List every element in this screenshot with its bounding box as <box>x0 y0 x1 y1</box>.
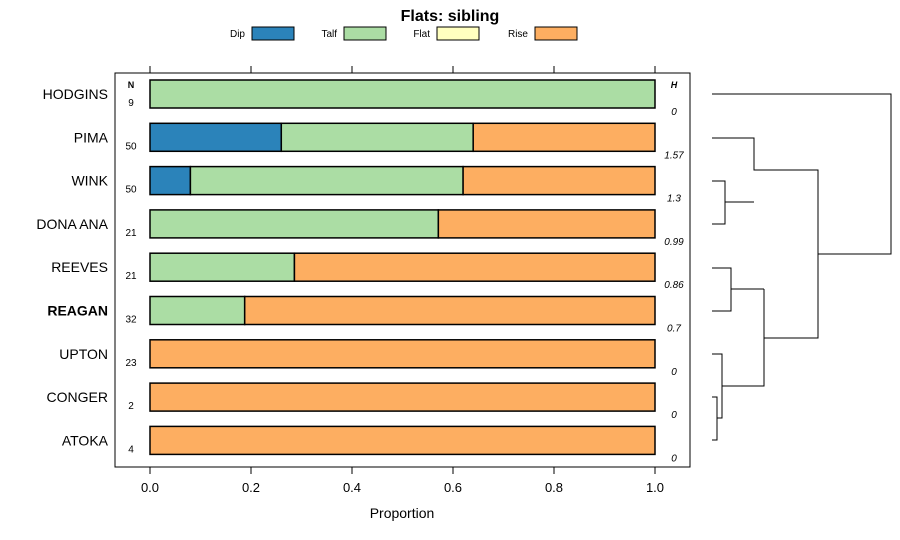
bar-segment-talf <box>149 252 296 282</box>
n-value: 21 <box>125 228 137 239</box>
x-tick-label: 0.2 <box>242 480 260 495</box>
x-tick-label: 1.0 <box>646 480 664 495</box>
row-label: REAGAN <box>47 303 108 319</box>
bar-segment-rise <box>149 339 656 369</box>
x-tick-label: 0.0 <box>141 480 159 495</box>
plot-frame <box>114 72 691 468</box>
x-tick-label: 0.6 <box>444 480 462 495</box>
row-label: ATOKA <box>62 432 109 448</box>
legend-label: Rise <box>508 29 528 40</box>
bar-segment-talf <box>149 79 656 109</box>
n-value: 9 <box>128 98 134 109</box>
h-value: 0.86 <box>664 280 684 291</box>
n-value: 32 <box>125 315 137 326</box>
h-value: 0 <box>671 410 677 421</box>
bar-segment-dip <box>149 122 283 153</box>
rows: HODGINS 9 0 PIMA 50 1.57 WINK 50 1.3 DONA ANA 21 0.… <box>36 79 684 464</box>
h-value: 0 <box>671 453 677 464</box>
dendrogram-branch <box>712 137 819 339</box>
legend-swatch <box>534 26 578 41</box>
n-value: 50 <box>125 141 137 152</box>
n-value: 23 <box>125 358 137 369</box>
bar-segment-dip <box>149 165 192 196</box>
bar-segment-talf <box>280 122 474 153</box>
n-value: 21 <box>125 271 137 282</box>
dendrogram-branch <box>712 180 726 225</box>
row-label: PIMA <box>74 129 109 145</box>
row-label: HODGINS <box>43 86 108 102</box>
dendrogram-branch <box>712 396 718 441</box>
dendrogram-branch <box>722 289 765 387</box>
x-tick-label: 0.8 <box>545 480 563 495</box>
bar-segment-rise <box>149 382 656 412</box>
row-label: CONGER <box>47 389 108 405</box>
n-value: 50 <box>125 185 137 196</box>
row-label: UPTON <box>59 346 108 362</box>
bar-segment-rise <box>243 295 656 326</box>
x-tick-label: 0.4 <box>343 480 361 495</box>
bar-segment-rise <box>472 122 656 153</box>
n-header: N <box>128 80 135 90</box>
h-value: 0 <box>671 107 677 118</box>
n-value: 2 <box>128 401 134 412</box>
n-value: 4 <box>128 444 134 455</box>
legend-swatch <box>343 26 387 41</box>
dendrogram-branch <box>712 353 723 419</box>
legend-label: Flat <box>413 29 430 40</box>
h-value: 1.57 <box>664 150 684 161</box>
legend: Dip Talf Flat Rise <box>230 26 578 41</box>
legend-label: Dip <box>230 29 245 40</box>
legend-swatch <box>251 26 295 41</box>
h-value: 0 <box>671 367 677 378</box>
bar-segment-rise <box>462 165 656 196</box>
dendrogram-branch <box>712 267 732 312</box>
row-label: DONA ANA <box>36 216 108 232</box>
row-label: REEVES <box>51 259 108 275</box>
h-header: H <box>671 80 678 90</box>
bar-segment-talf <box>149 209 440 239</box>
bar-segment-talf <box>189 165 464 196</box>
h-value: 0.99 <box>664 237 684 248</box>
row-label: WINK <box>71 173 108 189</box>
x-axis-label: Proportion <box>370 505 435 521</box>
bar-segment-talf <box>149 295 246 326</box>
chart-title: Flats: sibling <box>401 8 500 25</box>
bar-segment-rise <box>437 209 656 239</box>
dendrogram <box>712 93 892 441</box>
h-value: 0.7 <box>667 324 681 335</box>
legend-label: Talf <box>321 29 337 40</box>
legend-swatch <box>436 26 480 41</box>
x-axis: 0.0 0.2 0.4 0.6 0.8 1.0 <box>141 66 664 495</box>
h-value: 1.3 <box>667 194 681 205</box>
bar-segment-rise <box>293 252 656 282</box>
bar-segment-rise <box>149 425 656 456</box>
dendrogram-branch <box>712 93 892 255</box>
